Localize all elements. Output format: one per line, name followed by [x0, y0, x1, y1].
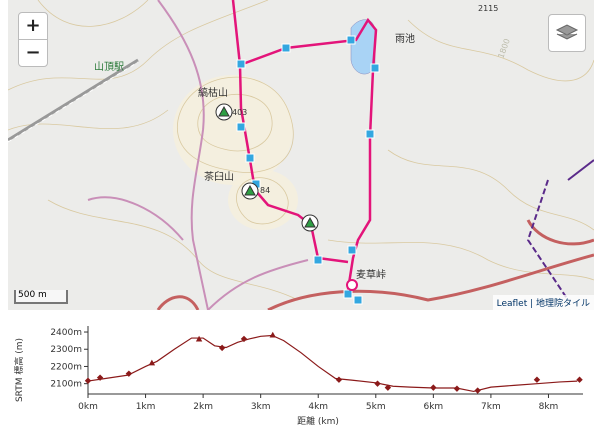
layers-icon [555, 24, 579, 40]
waypoint-marker [96, 374, 104, 381]
waypoint-marker [474, 387, 481, 394]
x-tick-label: 5km [366, 402, 386, 412]
x-tick-label: 1km [136, 402, 156, 412]
x-tick-label: 2km [193, 402, 213, 412]
zoom-out[interactable]: − [18, 39, 48, 67]
x-tick-label: 7km [481, 402, 501, 412]
x-tick-label: 8km [539, 402, 559, 412]
waypoint-marker [453, 385, 461, 392]
y-tick-label: 2100m [50, 380, 82, 390]
waypoint-marker [430, 384, 437, 391]
y-tick-label: 2400m [50, 328, 82, 338]
waypoint-marker [240, 335, 248, 343]
elevation-label: 403 [232, 108, 248, 117]
waypoint-marker [148, 359, 156, 366]
waypoint-marker [269, 331, 276, 338]
waypoint-marker [125, 370, 133, 377]
map[interactable]: 山頂駅 縞枯山 403 茶臼山 84 雨池 2115 1800 麦草峠 + − … [8, 0, 594, 310]
peak-label: 縞枯山 [198, 88, 228, 99]
waypoint-marker [195, 335, 203, 342]
x-axis-label: 距離 (km) [297, 415, 339, 427]
zoom-in[interactable]: + [18, 12, 48, 40]
peak-label: 茶臼山 [204, 172, 234, 183]
waypoint-marker [384, 384, 392, 391]
elevation-label: 2115 [478, 4, 499, 13]
attribution[interactable]: Leaflet | 地理院タイル [492, 295, 594, 310]
scale-bar: 500 m [14, 290, 68, 304]
waypoint-marker [374, 380, 381, 387]
waypoint-marker [84, 377, 92, 384]
y-axis-label: SRTM 標高 (m) [13, 338, 25, 402]
waypoint-marker [335, 376, 343, 383]
waypoint-marker [218, 344, 226, 352]
station-label: 山頂駅 [94, 62, 124, 73]
layers-button[interactable] [548, 14, 586, 52]
pond-label: 雨池 [395, 34, 415, 45]
map-tiles [8, 0, 594, 310]
x-tick-label: 0km [78, 402, 98, 412]
waypoint-marker [576, 376, 583, 383]
waypoint-marker [533, 376, 541, 383]
x-tick-label: 3km [251, 402, 271, 412]
y-tick-label: 2300m [50, 345, 82, 355]
y-tick-label: 2200m [50, 362, 82, 372]
elevation-chart: SRTM 標高 (m) 距離 (km) 2100m 2200m 2300m 2400m… [13, 326, 583, 427]
pass-label: 麦草峠 [356, 270, 386, 281]
x-tick-label: 6km [423, 402, 443, 412]
elevation-label: 84 [260, 186, 271, 195]
elevation-line [87, 334, 578, 393]
x-tick-label: 4km [308, 402, 328, 412]
